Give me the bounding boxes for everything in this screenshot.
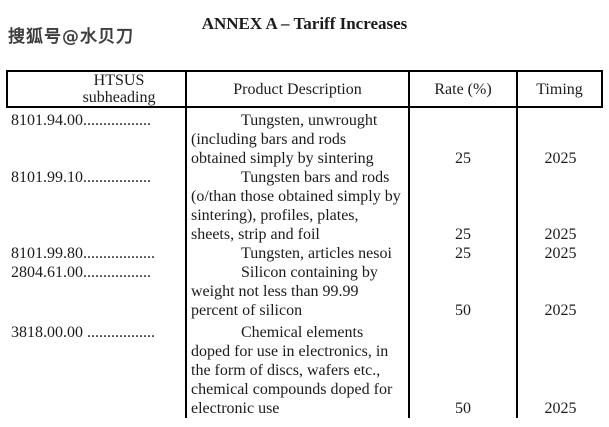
- table-header-row: HTSUS subheading Product Description Rat…: [6, 70, 603, 108]
- htsus-code: 8101.99.10.................: [11, 169, 151, 186]
- htsus-code: 2804.61.00.................: [11, 264, 151, 281]
- header-rate-label: Rate (%): [434, 80, 492, 98]
- rate-value: 25: [408, 108, 516, 168]
- tariff-table: HTSUS subheading Product Description Rat…: [6, 70, 603, 418]
- table-row: 2804.61.00................. Silicon cont…: [6, 263, 603, 320]
- timing-value: 2025: [516, 263, 603, 320]
- table-row: 3818.00.00 ................. Chemical el…: [6, 320, 603, 418]
- product-description: Silicon containing by weight not less th…: [185, 263, 408, 320]
- header-product-description-label: Product Description: [233, 80, 362, 98]
- header-htsus-subheading: HTSUS subheading: [6, 70, 185, 108]
- table-row: 8101.99.80.................. Tungsten, a…: [6, 244, 603, 263]
- header-product-description: Product Description: [185, 70, 408, 108]
- timing-value: 2025: [516, 168, 603, 244]
- htsus-code: 8101.99.80..................: [11, 245, 155, 262]
- header-timing: Timing: [516, 70, 603, 108]
- rate-value: 25: [408, 244, 516, 263]
- table-row: 8101.99.10................. Tungsten bar…: [6, 168, 603, 244]
- header-timing-label: Timing: [536, 80, 583, 98]
- htsus-code: 3818.00.00 .................: [11, 324, 155, 341]
- product-description: Chemical elements doped for use in elect…: [185, 320, 408, 418]
- header-htsus-line1: HTSUS: [93, 72, 145, 89]
- timing-value: 2025: [516, 108, 603, 168]
- rate-value: 25: [408, 168, 516, 244]
- rate-value: 50: [408, 320, 516, 418]
- table-body: 8101.94.00................. Tungsten, un…: [6, 108, 603, 418]
- product-description: Tungsten, articles nesoi: [185, 244, 408, 263]
- product-description: Tungsten bars and rods (o/than those obt…: [185, 168, 408, 244]
- header-rate: Rate (%): [408, 70, 516, 108]
- timing-value: 2025: [516, 320, 603, 418]
- htsus-code: 8101.94.00.................: [11, 112, 151, 129]
- rate-value: 50: [408, 263, 516, 320]
- timing-value: 2025: [516, 244, 603, 263]
- product-description: Tungsten, unwrought (including bars and …: [185, 108, 408, 168]
- header-htsus-line2: subheading: [82, 89, 156, 106]
- page-title: ANNEX A – Tariff Increases: [201, 14, 408, 33]
- table-row: 8101.94.00................. Tungsten, un…: [6, 108, 603, 168]
- sohu-watermark: 搜狐号@水贝刀: [8, 27, 134, 47]
